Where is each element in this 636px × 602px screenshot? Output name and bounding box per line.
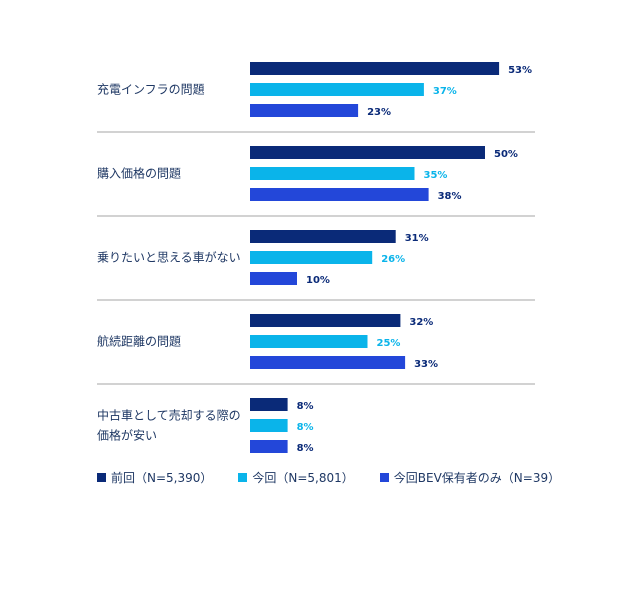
category-label: 充電インフラの問題 (97, 82, 205, 97)
data-label: 31% (405, 233, 429, 244)
bar (250, 419, 288, 432)
data-label: 35% (424, 170, 448, 181)
data-label: 50% (494, 149, 518, 160)
category-label: 価格が安い (97, 428, 157, 443)
category-label: 中古車として売却する際の (97, 408, 241, 423)
legend-item-current: 今回（N=5,801） (238, 469, 354, 486)
bar (250, 272, 297, 285)
legend-swatch-current (238, 473, 248, 482)
bar (250, 398, 288, 411)
category-label: 航続距離の問題 (97, 334, 181, 349)
legend: 前回（N=5,390） 今回（N=5,801） 今回BEV保有者のみ（N=39） (97, 469, 586, 486)
bar (250, 146, 485, 159)
bar (250, 356, 406, 369)
legend-label-previous: 前回（N=5,390） (111, 471, 213, 485)
data-label: 23% (367, 107, 391, 118)
legend-label-bev: 今回BEV保有者のみ（N=39） (393, 471, 561, 485)
bar (250, 188, 429, 201)
bar (250, 62, 500, 75)
legend-swatch-bev (379, 473, 389, 482)
data-label: 38% (438, 191, 462, 202)
data-label: 53% (508, 65, 532, 76)
bar (250, 251, 373, 264)
data-label: 8% (297, 401, 314, 412)
bar (250, 314, 401, 327)
data-label: 26% (381, 254, 405, 265)
category-label: 乗りたいと思える車がない (97, 250, 241, 265)
legend-item-previous: 前回（N=5,390） (97, 469, 212, 486)
data-label: 37% (433, 86, 457, 97)
legend-item-bev: 今回BEV保有者のみ（N=39） (379, 469, 561, 486)
data-label: 8% (297, 422, 314, 433)
bar (250, 167, 415, 180)
legend-swatch-previous (97, 473, 106, 482)
data-label: 8% (297, 443, 314, 454)
data-label: 32% (409, 317, 433, 328)
bar (250, 440, 288, 453)
legend-label-current: 今回（N=5,801） (252, 471, 354, 485)
data-label: 25% (377, 338, 401, 349)
bar (250, 230, 396, 243)
data-label: 33% (414, 359, 438, 370)
bar (250, 104, 359, 117)
bar (250, 83, 424, 96)
category-label: 購入価格の問題 (97, 166, 181, 181)
data-label: 10% (306, 275, 330, 286)
bar (250, 335, 368, 348)
